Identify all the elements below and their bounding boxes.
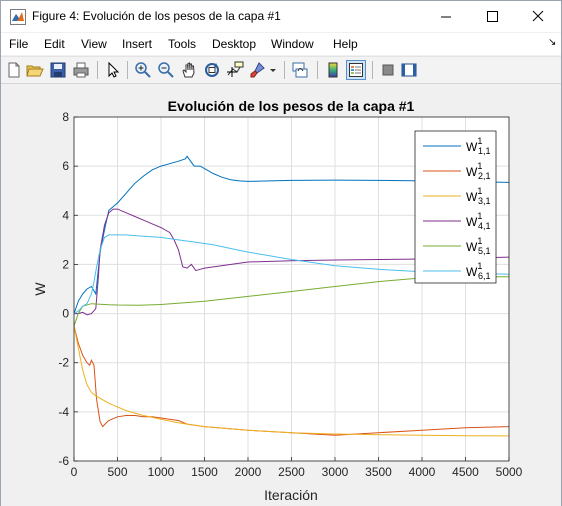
legend-subscript: 3,1 xyxy=(478,196,491,206)
minimize-button[interactable] xyxy=(423,1,469,32)
pan-hand-icon[interactable] xyxy=(180,61,198,79)
legend-superscript: 1 xyxy=(477,161,482,171)
y-tick-label: 6 xyxy=(62,159,69,173)
insert-colorbar-icon[interactable] xyxy=(324,61,342,79)
legend[interactable]: W1 1,1W1 2,1W1 3,1W1 4,1W1 5,1W1 6,1 xyxy=(414,130,497,284)
x-tick-label: 0 xyxy=(71,465,78,479)
legend-subscript: 6,1 xyxy=(478,271,491,281)
legend-name: W xyxy=(466,140,478,154)
y-tick-label: -2 xyxy=(58,356,69,370)
toolbar-separator xyxy=(284,61,285,79)
x-tick-label: 2500 xyxy=(278,465,305,479)
tick-labels: 0 500 1000 1500 2000 2500 3000 3500 4000 4500 5000… xyxy=(58,110,522,479)
x-tick-label: 4500 xyxy=(452,465,479,479)
insert-legend-icon[interactable] xyxy=(346,60,366,80)
menu-desktop[interactable]: Desktop xyxy=(212,37,257,51)
legend-superscript: 1 xyxy=(477,236,482,246)
menu-bar: File Edit View Insert Tools Desktop Wind… xyxy=(1,33,561,55)
show-plot-tools-icon[interactable] xyxy=(400,61,418,79)
legend-subscript: 2,1 xyxy=(478,171,491,181)
y-tick-label: 2 xyxy=(62,257,69,271)
toolbar-separator xyxy=(317,61,318,79)
menu-tools[interactable]: Tools xyxy=(168,37,197,51)
menu-edit[interactable]: Edit xyxy=(44,37,65,51)
toolbar-separator xyxy=(97,61,98,79)
x-tick-label: 5000 xyxy=(496,465,523,479)
legend-superscript: 1 xyxy=(477,136,482,146)
legend-entry: W1 4,1 xyxy=(466,211,491,231)
x-tick-label: 1500 xyxy=(191,465,218,479)
legend-subscript: 4,1 xyxy=(478,221,491,231)
zoom-in-icon[interactable] xyxy=(134,61,152,79)
y-tick-label: 8 xyxy=(62,110,69,124)
legend-name: W xyxy=(466,190,478,204)
link-plot-icon[interactable] xyxy=(291,61,309,79)
x-tick-label: 3000 xyxy=(322,465,349,479)
maximize-button[interactable] xyxy=(469,1,515,32)
hide-plot-tools-icon[interactable] xyxy=(379,61,397,79)
legend-name: W xyxy=(466,215,478,229)
legend-name: W xyxy=(466,265,478,279)
figure-toolbar xyxy=(1,56,561,84)
chart-title: Evolución de los pesos de la capa #1 xyxy=(168,98,415,114)
toolbar-separator xyxy=(127,61,128,79)
data-lines xyxy=(74,155,509,437)
series-line-4 xyxy=(74,208,509,316)
legend-subscript: 5,1 xyxy=(478,246,491,256)
y-tick-label: 0 xyxy=(62,307,69,321)
x-tick-label: 4000 xyxy=(409,465,436,479)
legend-entry: W1 3,1 xyxy=(466,186,491,206)
title-bar[interactable]: Figure 4: Evolución de los pesos de la c… xyxy=(1,1,561,32)
legend-superscript: 1 xyxy=(477,186,482,196)
legend-entry: W1 2,1 xyxy=(466,161,491,181)
menu-insert[interactable]: Insert xyxy=(122,37,153,51)
series-line-1 xyxy=(74,155,509,314)
x-tick-label: 3500 xyxy=(365,465,392,479)
legend-name: W xyxy=(466,240,478,254)
print-icon[interactable] xyxy=(72,61,90,79)
legend-box[interactable] xyxy=(414,130,497,284)
toolbar-separator xyxy=(372,61,373,79)
x-tick-label: 2000 xyxy=(235,465,262,479)
legend-name: W xyxy=(466,165,478,179)
legend-entry: W1 6,1 xyxy=(466,261,491,281)
y-tick-label: -6 xyxy=(58,454,69,468)
close-button[interactable] xyxy=(515,1,561,32)
x-axis-label: Iteración xyxy=(264,487,318,503)
menu-file[interactable]: File xyxy=(9,37,29,51)
legend-subscript: 1,1 xyxy=(478,146,491,156)
menu-help[interactable]: Help xyxy=(333,37,358,51)
legend-entry: W1 5,1 xyxy=(466,236,491,256)
new-figure-icon[interactable] xyxy=(5,61,23,79)
x-tick-label: 1000 xyxy=(148,465,175,479)
legend-superscript: 1 xyxy=(477,261,482,271)
zoom-out-icon[interactable] xyxy=(157,61,175,79)
window-title: Figure 4: Evolución de los pesos de la c… xyxy=(32,9,281,23)
dock-arrow-icon[interactable]: ↘ xyxy=(548,37,557,48)
brush-icon[interactable] xyxy=(249,61,267,79)
matlab-figure-icon xyxy=(10,9,26,25)
series-line-5 xyxy=(74,276,509,327)
y-axis-label: W xyxy=(32,282,48,296)
y-tick-label: 4 xyxy=(62,208,69,222)
menu-view[interactable]: View xyxy=(81,37,107,51)
open-file-icon[interactable] xyxy=(26,61,44,79)
y-tick-label: -4 xyxy=(58,405,69,419)
rotate-3d-icon[interactable] xyxy=(203,61,221,79)
edit-plot-arrow-icon[interactable] xyxy=(104,61,122,79)
save-icon[interactable] xyxy=(49,61,67,79)
axes-box xyxy=(73,116,510,462)
menu-window[interactable]: Window xyxy=(271,37,314,51)
x-tick-label: 500 xyxy=(107,465,127,479)
legend-entry: W1 1,1 xyxy=(466,136,491,156)
legend-superscript: 1 xyxy=(477,211,482,221)
series-line-3 xyxy=(74,325,509,437)
figure-canvas[interactable]: Evolución de los pesos de la capa #1 0 50… xyxy=(1,85,561,506)
data-cursor-icon[interactable] xyxy=(226,61,244,79)
series-line-6 xyxy=(74,234,509,315)
chevron-down-icon[interactable] xyxy=(268,61,278,79)
